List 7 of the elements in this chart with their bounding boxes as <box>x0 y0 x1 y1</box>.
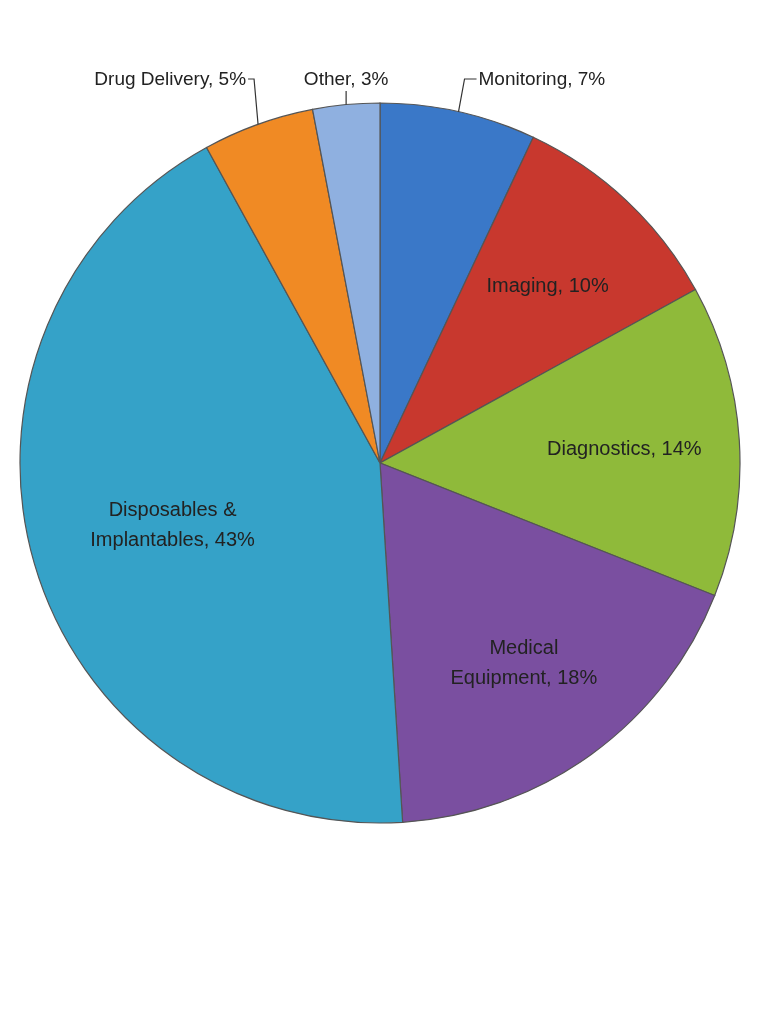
slice-label: Diagnostics, 14% <box>547 436 702 459</box>
slice-label: Other, 3% <box>303 68 389 89</box>
slice-label: Imaging, 10% <box>486 273 609 296</box>
slice-label: Monitoring, 7% <box>478 68 606 89</box>
slice-label: Medical Equipment, 18% <box>450 636 598 689</box>
slice-label: Disposables & Implantables, 43% <box>90 498 256 551</box>
slice-label: Drug Delivery, 5% <box>94 68 247 89</box>
